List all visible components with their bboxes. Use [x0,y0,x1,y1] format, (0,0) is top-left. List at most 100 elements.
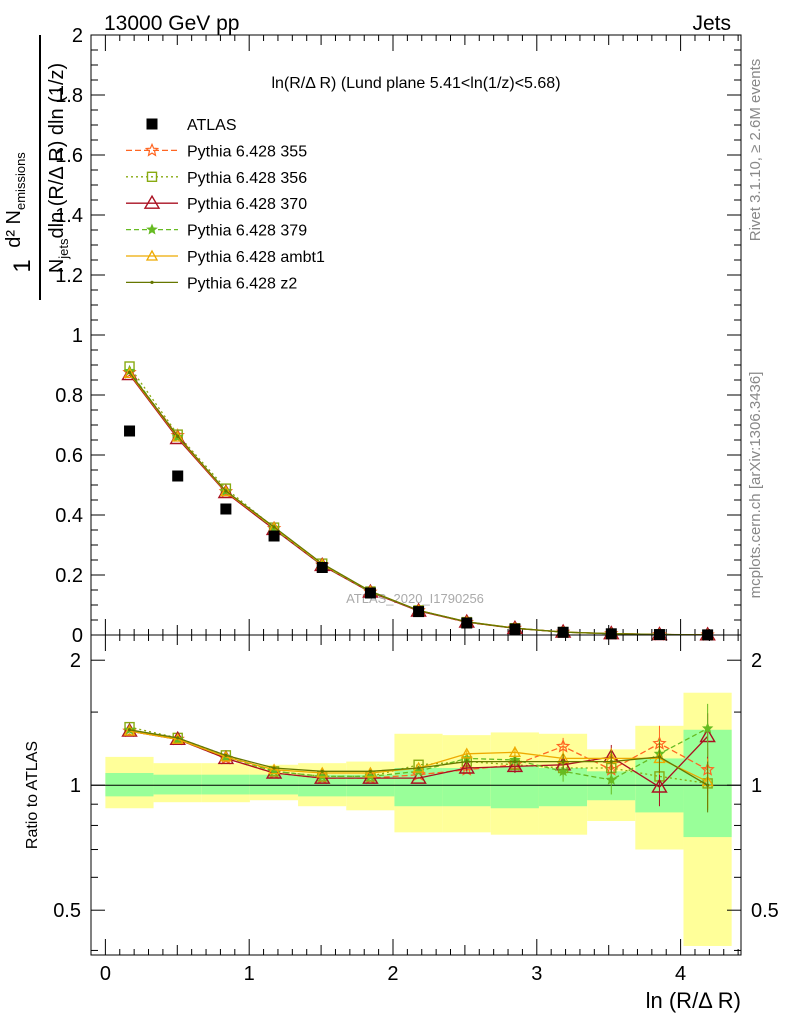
main-y-ticks: 0 0.2 0.4 0.6 0.8 1 1.2 1.4 1.6 1.8 2 [55,25,741,647]
ylabel-numer-main: d² N [3,210,25,248]
main-series-point [123,367,136,379]
legend-item: Pythia 6.428 356 [126,170,307,187]
ratio-stat-band [153,774,202,795]
ratio-y-tick-label-right: 1 [751,775,762,797]
main-y-tick-label: 0.8 [55,385,83,407]
legend-marker [143,194,161,209]
atlas-point [509,623,521,635]
ylabel-njets: N [46,259,68,273]
atlas-point [557,626,569,638]
legend-label: Pythia 6.428 379 [187,223,307,240]
legend-marker [145,249,159,261]
legend-item: Pythia 6.428 355 [126,142,307,160]
atlas-point [413,606,425,618]
ratio-series-point [657,755,662,759]
ratio-series-point [416,766,421,770]
main-series-point [219,485,232,497]
ratio-frame [90,634,742,956]
main-y-tick-label: 1.8 [55,85,83,107]
ratio-series-point [465,759,469,764]
ratio-series-point [368,769,373,773]
main-y-tick-label: 1.6 [55,145,83,167]
main-series-point [127,370,132,375]
main-y-tick-label: 1.2 [55,265,83,287]
ratio-series-point [272,766,276,770]
atlas-point [220,503,232,515]
ratio-stat-band [442,768,491,807]
ratio-panel: 0.5 0.5 1 1 2 2 0 1 2 3 4 [53,634,779,985]
legend-marker [144,142,160,157]
legend-item: Pythia 6.428 370 [126,194,307,213]
ratio-x-ticks [104,635,739,955]
ratio-stat-band [249,774,299,795]
main-y-tick-label: 1 [72,325,83,347]
ylabel-denominator: Njetsdln (R/Δ R) dln (1/z) [46,63,71,273]
ratio-series-point [267,763,281,775]
main-y-tick-label: 0.4 [55,505,83,527]
ratio-y-ticks: 0.5 0.5 1 1 2 2 [53,650,779,951]
legend-item: Pythia 6.428 z2 [126,275,297,292]
ratio-series-point [508,745,522,757]
ratio-y-tick-label: 1 [70,775,81,797]
main-y-tick-label: 0 [72,625,83,647]
ratio-series-point [460,747,473,759]
ratio-series-point [127,728,132,732]
ratio-y-tick-label: 2 [70,650,81,672]
ylabel-numer-sub: emissions [13,152,28,210]
x-tick-labels: 0 1 2 3 4 [100,963,686,985]
main-series-point [176,434,180,438]
ratio-series-point [410,769,427,784]
main-y-axis-label: 1 d² Nemissions Njetsdln (R/Δ R) dln (1/… [3,35,71,300]
legend-label: Pythia 6.428 356 [187,170,307,187]
atlas-point [172,470,184,482]
ratio-series-point [701,722,714,734]
legend-atlas-label: ATLAS [187,117,237,134]
main-y-tick-label: 1.4 [55,205,83,227]
legend-marker [150,280,154,284]
x-axis-label: ln (R/Δ R) [646,988,741,1013]
legend-item: Pythia 6.428 379 [126,223,307,240]
ratio-series-layer [121,703,716,813]
legend-atlas-marker [146,118,158,130]
atlas-point [268,530,280,542]
legend-label: Pythia 6.428 355 [187,143,307,160]
x-tick-label: 2 [387,963,398,985]
main-panel: 00.20.40.60.811.21.41.61.82 ATLAS_2020_I… [55,25,742,647]
mcplots-label: mcplots.cern.ch [arXiv:1306.3436] [747,372,764,599]
ratio-series-point [176,736,180,740]
ratio-stat-band [201,774,250,795]
ratio-series-point [609,759,613,764]
main-series-point [217,484,235,499]
ratio-y-tick-label: 0.5 [53,900,81,922]
ratio-series-point [651,778,668,793]
x-tick-label: 4 [675,963,686,985]
legend-item-atlas: ATLAS [146,117,237,134]
ratio-stat-band [105,772,154,797]
ratio-y-tick-label-right: 0.5 [751,900,779,922]
header-left: 13000 GeV pp [104,12,239,35]
ratio-series-point [605,773,618,785]
ratio-series-point [411,767,426,781]
ratio-series-point [224,753,228,757]
x-tick-label: 3 [531,963,542,985]
atlas-data-layer [124,425,714,641]
ratio-y-axis-label: Ratio to ATLAS [24,741,41,849]
legend-marker [146,223,158,235]
rivet-label: Rivet 3.1.10, ≥ 2.6M events [747,59,764,242]
ratio-series-point [506,757,524,773]
ratio-series-point [557,765,569,777]
main-y-tick-label: 0.6 [55,445,83,467]
atlas-point [364,587,376,599]
ratio-series-point [555,738,571,753]
ratio-series-point [706,783,710,787]
x-tick-label: 0 [100,963,111,985]
ratio-series-point [320,769,324,773]
legend: ATLAS Pythia 6.428 355 Pythia 6.428 356 Pyt… [126,117,325,292]
legend-label: Pythia 6.428 ambt1 [187,249,325,266]
ratio-series [127,728,710,813]
legend-label: Pythia 6.428 z2 [187,275,297,292]
header-right: Jets [692,12,731,35]
plot-title: ln(R/Δ R) (Lund plane 5.41<ln(1/z)<5.68) [271,75,560,92]
main-series-point [171,430,184,442]
